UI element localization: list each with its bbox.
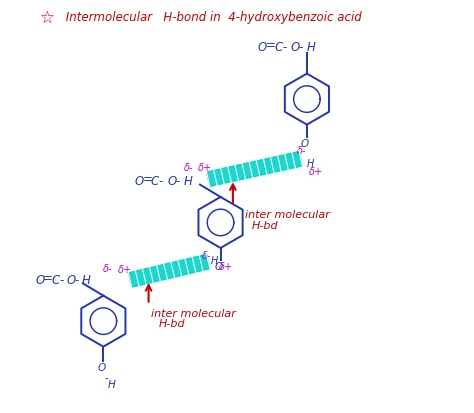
Text: H-bd: H-bd <box>159 318 185 328</box>
Text: O: O <box>134 175 144 188</box>
Text: δ-: δ- <box>297 146 306 156</box>
Text: O: O <box>36 273 45 286</box>
Text: O: O <box>167 175 176 188</box>
Text: inter molecular: inter molecular <box>245 210 330 220</box>
Text: C: C <box>51 273 59 286</box>
Text: inter molecular: inter molecular <box>151 308 236 318</box>
Text: -: - <box>105 373 109 382</box>
Text: δ+: δ+ <box>118 265 132 275</box>
Text: O: O <box>97 362 105 372</box>
Text: H: H <box>108 379 116 389</box>
Text: -: - <box>175 175 180 188</box>
Polygon shape <box>207 152 302 187</box>
Text: H: H <box>210 256 218 266</box>
Text: δ+: δ+ <box>198 163 212 173</box>
Text: H: H <box>183 175 192 188</box>
Text: δ-: δ- <box>202 251 211 261</box>
Text: δ-: δ- <box>183 163 193 173</box>
Text: C: C <box>274 41 282 54</box>
Text: δ+: δ+ <box>219 261 233 271</box>
Polygon shape <box>128 255 210 287</box>
Text: -: - <box>159 175 163 188</box>
Text: H: H <box>307 159 314 169</box>
Text: H: H <box>307 41 316 54</box>
Text: O: O <box>66 273 75 286</box>
Text: C: C <box>151 175 159 188</box>
Text: H-bd: H-bd <box>251 220 278 230</box>
Text: =: = <box>142 173 152 185</box>
Text: Intermolecular   H-bond in  4-hydroxybenzoic acid: Intermolecular H-bond in 4-hydroxybenzoi… <box>62 11 362 24</box>
Text: -: - <box>74 273 79 286</box>
Text: δ-: δ- <box>103 263 113 273</box>
Text: O: O <box>214 262 223 272</box>
Text: -: - <box>59 273 64 286</box>
Text: O: O <box>291 41 300 54</box>
Text: O: O <box>257 41 267 54</box>
Text: -: - <box>282 41 287 54</box>
Text: δ+: δ+ <box>309 166 323 176</box>
Text: =: = <box>43 271 53 284</box>
Text: =: = <box>266 39 276 52</box>
Text: ☆: ☆ <box>40 9 55 27</box>
Text: H: H <box>82 273 91 286</box>
Text: -: - <box>299 41 303 54</box>
Text: O: O <box>301 139 309 149</box>
